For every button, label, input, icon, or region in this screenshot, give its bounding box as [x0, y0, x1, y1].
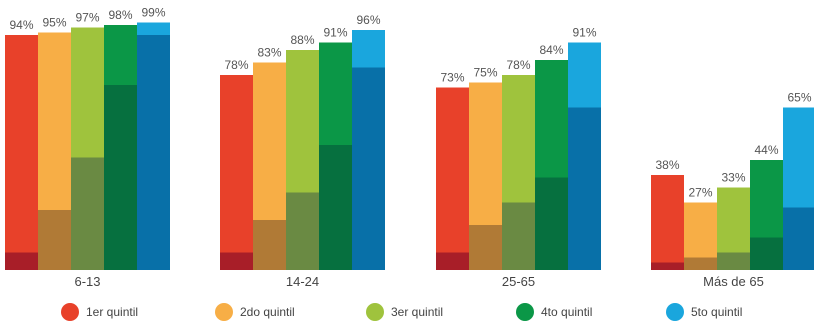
- bar-inner-segment: [71, 157, 104, 270]
- legend-swatch: [366, 303, 384, 321]
- data-label: 84%: [539, 43, 563, 57]
- legend-item: 1er quintil: [61, 303, 138, 321]
- bar-group: 73% 75% 78% 84% 91% 25-65: [436, 26, 601, 289]
- data-label: 73%: [440, 71, 464, 85]
- legend-item: 5to quintil: [666, 303, 742, 321]
- bar-inner-segment: [436, 252, 469, 270]
- data-label: 88%: [290, 33, 314, 47]
- bar-inner-segment: [535, 177, 568, 270]
- bar-group: 38% 27% 33% 44% 65% Más de 65: [651, 91, 814, 289]
- bar-inner-segment: [502, 202, 535, 270]
- legend-item: 4to quintil: [516, 303, 592, 321]
- data-label: 38%: [655, 158, 679, 172]
- data-label: 44%: [754, 143, 778, 157]
- legend: 1er quintil 2do quintil 3er quintil 4to qui…: [61, 303, 742, 321]
- legend-label: 3er quintil: [391, 305, 443, 319]
- legend-swatch: [215, 303, 233, 321]
- bar-inner-segment: [568, 107, 601, 270]
- legend-swatch: [61, 303, 79, 321]
- data-label: 78%: [224, 58, 248, 72]
- bar-inner-segment: [137, 35, 170, 270]
- data-label: 99%: [141, 6, 165, 20]
- data-label: 91%: [572, 26, 596, 40]
- bar-inner-segment: [38, 210, 71, 270]
- bar-inner-segment: [220, 252, 253, 270]
- bar-inner-segment: [352, 67, 385, 270]
- data-label: 91%: [323, 26, 347, 40]
- legend-label: 1er quintil: [86, 305, 138, 319]
- bar-inner-segment: [104, 85, 137, 270]
- data-label: 78%: [506, 58, 530, 72]
- data-label: 97%: [75, 11, 99, 25]
- bar-group: 94% 95% 97% 98% 99% 6-13: [5, 6, 170, 289]
- bar: [5, 35, 38, 270]
- legend-label: 5to quintil: [691, 305, 742, 319]
- bar: [436, 87, 469, 270]
- data-label: 98%: [108, 8, 132, 22]
- bar-inner-segment: [783, 207, 814, 270]
- legend-label: 4to quintil: [541, 305, 592, 319]
- data-label: 96%: [356, 13, 380, 27]
- bar-inner-segment: [286, 192, 319, 270]
- bar-groups: 94% 95% 97% 98% 99%6-1378%83%88%91%96%14-247…: [5, 6, 814, 289]
- bar-inner-segment: [253, 220, 286, 270]
- bar-inner-segment: [750, 237, 783, 270]
- category-label: Más de 65: [703, 274, 764, 289]
- data-label: 65%: [787, 91, 811, 105]
- data-label: 95%: [42, 16, 66, 30]
- legend-item: 3er quintil: [366, 303, 443, 321]
- bar-inner-segment: [651, 262, 684, 270]
- data-label: 33%: [721, 171, 745, 185]
- category-label: 6-13: [74, 274, 100, 289]
- data-label: 94%: [9, 18, 33, 32]
- bar-inner-segment: [319, 145, 352, 270]
- data-label: 27%: [688, 186, 712, 200]
- legend-swatch: [516, 303, 534, 321]
- legend-item: 2do quintil: [215, 303, 295, 321]
- bar-inner-segment: [469, 225, 502, 270]
- data-label: 83%: [257, 46, 281, 60]
- bar: [651, 175, 684, 270]
- data-label: 75%: [473, 66, 497, 80]
- category-label: 25-65: [502, 274, 535, 289]
- bar-inner-segment: [5, 252, 38, 270]
- category-label: 14-24: [286, 274, 319, 289]
- bar-inner-segment: [717, 252, 750, 270]
- bar: [220, 75, 253, 270]
- legend-label: 2do quintil: [240, 305, 295, 319]
- bar-group: 78% 83% 88% 91% 96% 14-24: [220, 13, 385, 289]
- legend-swatch: [666, 303, 684, 321]
- bar-inner-segment: [684, 257, 717, 270]
